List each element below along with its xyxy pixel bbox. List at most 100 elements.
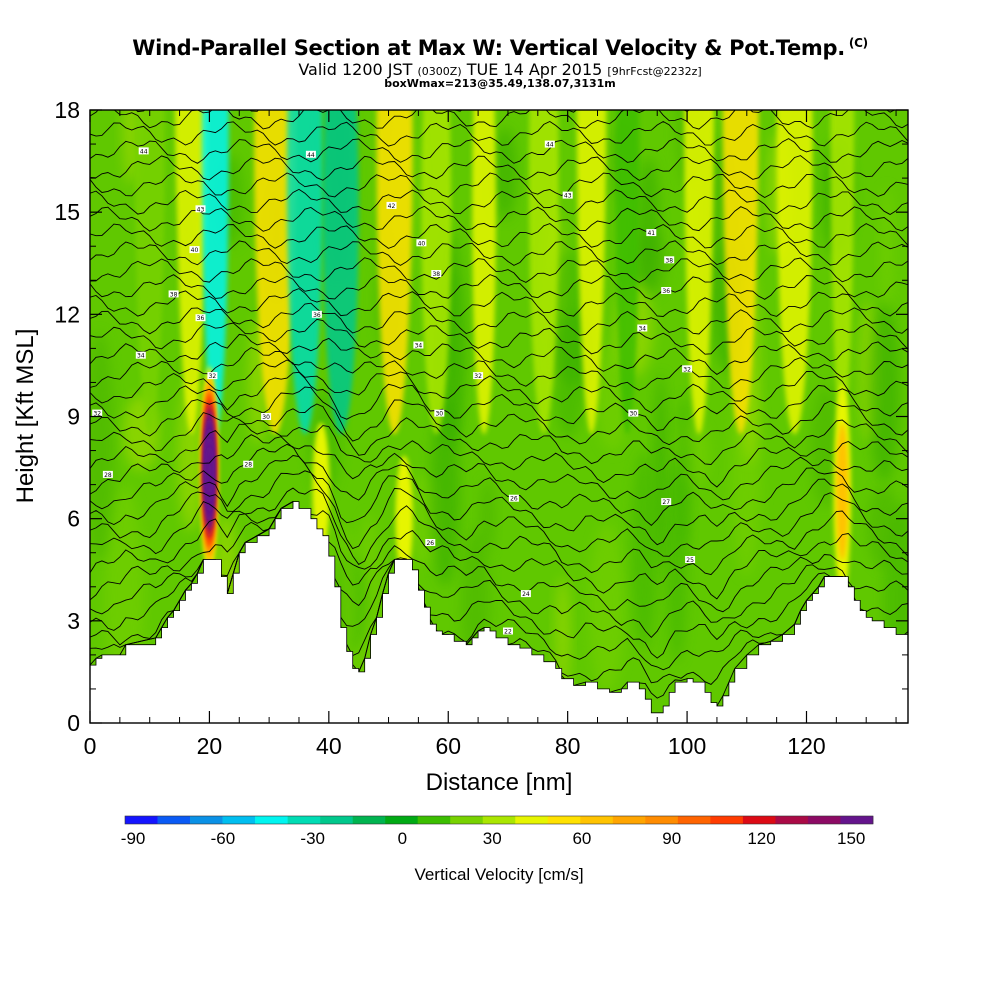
field-patch (868, 299, 900, 483)
colorbar-frame (124, 815, 874, 825)
field-patch (675, 395, 692, 548)
isentrope-label: 25 (685, 556, 696, 564)
isentrope-label-box (92, 409, 103, 417)
isentrope-label-box (685, 556, 696, 563)
isentrope-line (90, 423, 908, 488)
field-band (376, 110, 413, 435)
x-tick-label: 40 (316, 733, 342, 759)
colorbar-swatch (125, 816, 158, 824)
colorbar-tick-label: 30 (483, 829, 502, 848)
isentrope-label: 28 (102, 470, 113, 479)
isentrope-label: 43 (195, 205, 206, 213)
colorbar-swatch (450, 816, 484, 824)
colorbar-swatch (320, 816, 353, 824)
isentrope-label-box (425, 539, 436, 546)
isentrope-label: 32 (473, 372, 484, 380)
chart-title-text: Wind-Parallel Section at Max W: Vertical… (132, 36, 845, 60)
isentrope-label-text: 43 (197, 206, 205, 213)
isentrope-label: 42 (386, 201, 397, 210)
isentrope-label: 38 (431, 270, 442, 278)
isentrope-line (90, 501, 908, 639)
isentrope-label-box (520, 590, 531, 598)
isentrope-label-text: 28 (104, 472, 112, 479)
colorbar-swatch (840, 816, 874, 824)
isentrope-label-text: 44 (546, 142, 554, 149)
updraft-core (833, 384, 851, 599)
chart-subtitle: Valid 1200 JST (0300Z) TUE 14 Apr 2015 [… (0, 60, 1000, 79)
colorbar-tick-label: -90 (121, 829, 146, 848)
updraft-core (395, 455, 413, 579)
x-tick-label: 100 (668, 733, 706, 759)
isentrope-label: 30 (434, 409, 445, 418)
x-tick-label: 20 (197, 733, 223, 759)
isentrope-label: 40 (189, 246, 200, 254)
chart-title: Wind-Parallel Section at Max W: Vertical… (0, 36, 1000, 60)
isentrope-label: 41 (646, 229, 657, 237)
colorbar-tick-label: 90 (662, 829, 681, 848)
isentrope-line (90, 434, 908, 501)
isentrope-label-box (243, 460, 254, 468)
isentrope-line (90, 455, 908, 546)
isentrope-label: 22 (503, 627, 513, 636)
field-band (615, 110, 640, 435)
y-tick-label: 6 (67, 506, 80, 532)
isentrope-label: 44 (305, 150, 316, 159)
isentrope-label: 26 (425, 539, 436, 547)
isentrope-line (90, 110, 908, 130)
isentrope-label-text: 32 (93, 411, 101, 418)
isentrope-line (90, 443, 908, 527)
isentrope-label-text: 40 (191, 247, 199, 254)
colorbar-swatch (482, 816, 516, 824)
colorbar-swatch (352, 816, 386, 824)
isentrope-label-box (195, 314, 206, 322)
isentrope-line (90, 347, 908, 391)
isentrope-label: 28 (243, 460, 254, 469)
isentrope-label-box (195, 205, 206, 213)
valid-utc: (0300Z) (417, 65, 462, 78)
colorbar-swatch (775, 816, 809, 824)
field-patch (550, 250, 588, 439)
colorbar-swatch (710, 816, 744, 824)
isentrope-label: 40 (416, 239, 427, 247)
y-tick-label: 18 (54, 97, 80, 123)
isentrope-label-box (102, 470, 113, 478)
isentrope-label-box (413, 341, 424, 349)
isentrope-line (90, 288, 908, 317)
isentrope-line (90, 257, 908, 283)
isentrope-label-text: 27 (662, 499, 670, 506)
field-patch (637, 157, 660, 290)
isentrope-labels: 44 44 44 43 42 43 40 41 40 38 38 38 36 36 36 34 34 34 32 32… (92, 140, 696, 636)
isentrope-line (90, 120, 908, 147)
valid-date: TUE 14 Apr 2015 (466, 60, 603, 79)
isentrope-label: 27 (661, 498, 672, 506)
isentrope-label-text: 40 (418, 240, 426, 247)
isentrope-label: 34 (637, 324, 648, 333)
y-tick-label: 15 (54, 199, 80, 225)
field-patch (867, 486, 901, 569)
isentrope-label-text: 26 (510, 496, 518, 503)
updraft-level (206, 446, 213, 494)
isentrope-label: 36 (311, 310, 322, 319)
colorbar-swatch (385, 816, 418, 824)
colorbar: -90 -60 -30 0 30 60 90 120 150 (121, 815, 874, 848)
x-tick-label: 120 (787, 733, 825, 759)
isentrope-label-box (261, 413, 272, 420)
isentrope-label: 30 (261, 413, 272, 421)
y-axis-title: Height [Kft MSL] (12, 329, 39, 504)
isentrope-label-text: 41 (647, 230, 655, 237)
isentrope-label-box (637, 324, 648, 332)
isentrope-label-text: 28 (244, 462, 252, 469)
updraft-core (200, 366, 218, 574)
y-tick-label: 3 (67, 608, 80, 634)
isentrope-label: 44 (544, 140, 555, 149)
isentrope-label-text: 36 (313, 312, 321, 319)
isentrope-line (90, 501, 908, 600)
colorbar-tick-label: -30 (300, 829, 325, 848)
x-tick-label: 60 (435, 733, 461, 759)
field-band (684, 110, 714, 435)
isentrope-label: 26 (508, 494, 519, 503)
field-patch (479, 479, 496, 553)
colorbar-swatch (515, 816, 549, 824)
isentrope-line (90, 205, 908, 232)
x-axis-title: Distance [nm] (426, 769, 573, 796)
